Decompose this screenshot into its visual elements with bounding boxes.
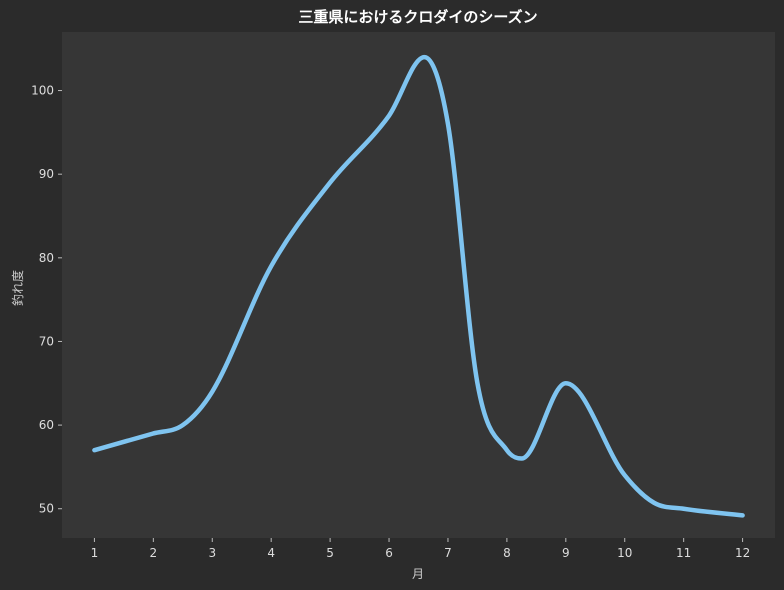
x-tick-label: 9	[562, 546, 570, 560]
y-tick-label: 90	[39, 167, 54, 181]
x-axis: 1 2 3 4 5 6 7 8 9 10 11 12	[91, 538, 750, 560]
chart-title: 三重県におけるクロダイのシーズン	[298, 8, 537, 26]
x-tick-label: 7	[444, 546, 452, 560]
series-line	[92, 54, 745, 518]
y-tick-label: 80	[39, 251, 54, 265]
x-tick-label: 2	[150, 546, 158, 560]
x-tick-label: 8	[503, 546, 511, 560]
x-tick-label: 5	[326, 546, 334, 560]
x-tick-label: 12	[735, 546, 750, 560]
plot-area	[62, 32, 775, 538]
y-tick-label: 60	[39, 418, 54, 432]
y-axis-label: 釣れ度	[10, 270, 25, 306]
x-tick-label: 6	[385, 546, 393, 560]
y-tick-label: 70	[39, 334, 54, 348]
x-tick-label: 11	[676, 546, 691, 560]
x-tick-label: 3	[208, 546, 216, 560]
y-tick-label: 100	[31, 84, 54, 98]
x-tick-label: 10	[617, 546, 632, 560]
y-axis: 50 60 70 80 90 100	[31, 84, 62, 516]
x-tick-label: 4	[267, 546, 275, 560]
x-axis-label: 月	[412, 567, 424, 581]
y-tick-label: 50	[39, 502, 54, 516]
x-tick-label: 1	[91, 546, 99, 560]
